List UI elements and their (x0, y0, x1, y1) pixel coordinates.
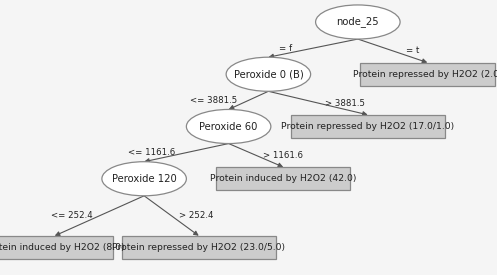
Text: <= 3881.5: <= 3881.5 (190, 96, 238, 105)
Text: > 1161.6: > 1161.6 (263, 151, 303, 160)
Ellipse shape (186, 109, 271, 144)
Text: Protein induced by H2O2 (8.0): Protein induced by H2O2 (8.0) (0, 243, 125, 252)
FancyBboxPatch shape (216, 167, 350, 190)
Text: Peroxide 0 (B): Peroxide 0 (B) (234, 69, 303, 79)
Text: Protein repressed by H2O2 (23.0/5.0): Protein repressed by H2O2 (23.0/5.0) (112, 243, 285, 252)
Text: > 3881.5: > 3881.5 (326, 98, 365, 108)
Ellipse shape (102, 162, 186, 196)
Text: Protein induced by H2O2 (42.0): Protein induced by H2O2 (42.0) (210, 174, 356, 183)
Text: Peroxide 60: Peroxide 60 (199, 122, 258, 131)
Text: = f: = f (279, 44, 292, 53)
FancyBboxPatch shape (291, 115, 445, 138)
Text: Peroxide 120: Peroxide 120 (112, 174, 176, 184)
Text: > 252.4: > 252.4 (179, 211, 214, 220)
Text: <= 252.4: <= 252.4 (51, 211, 93, 220)
FancyBboxPatch shape (0, 236, 113, 259)
Ellipse shape (316, 5, 400, 39)
Text: node_25: node_25 (336, 16, 379, 28)
Ellipse shape (226, 57, 311, 91)
Text: Protein repressed by H2O2 (2.0): Protein repressed by H2O2 (2.0) (353, 70, 497, 79)
FancyBboxPatch shape (122, 236, 276, 259)
Text: = t: = t (406, 46, 419, 55)
FancyBboxPatch shape (360, 63, 495, 86)
Text: Protein repressed by H2O2 (17.0/1.0): Protein repressed by H2O2 (17.0/1.0) (281, 122, 454, 131)
Text: <= 1161.6: <= 1161.6 (128, 148, 175, 157)
